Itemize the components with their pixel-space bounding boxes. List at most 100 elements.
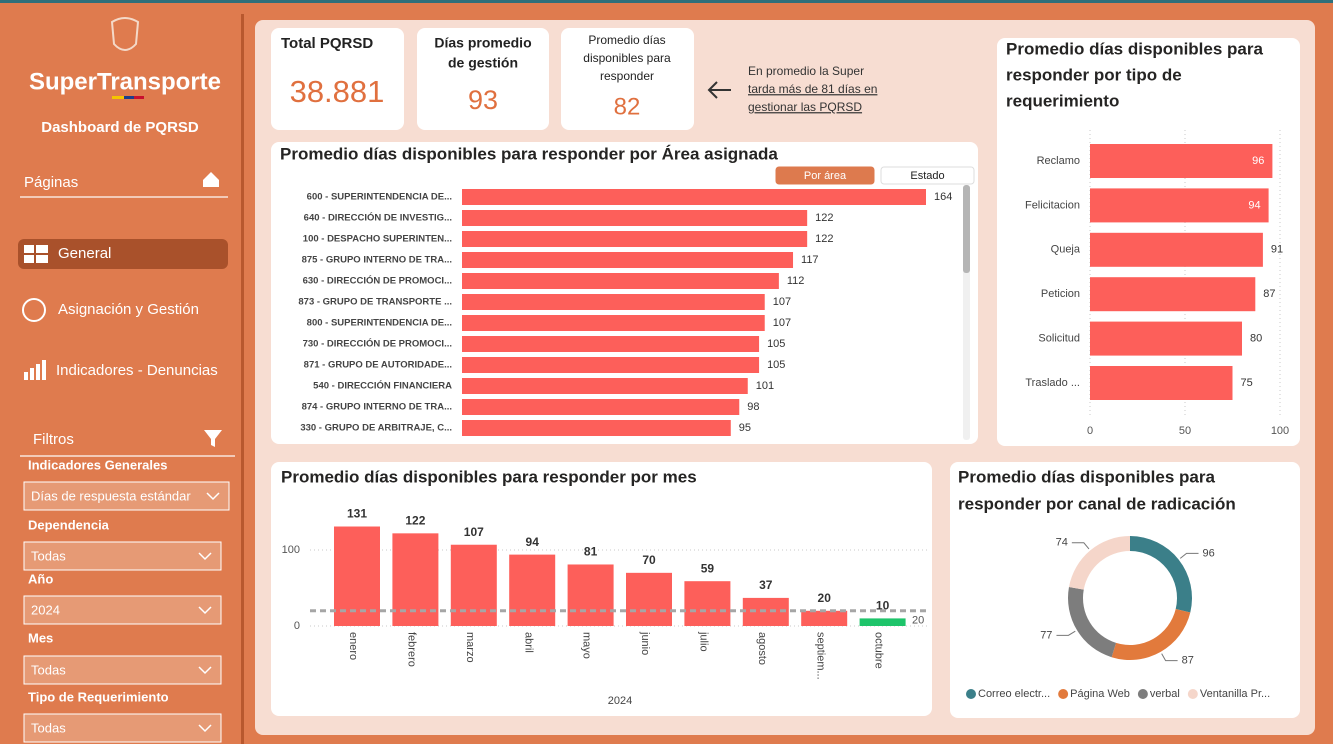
dropdown-value: Todas [31,720,66,735]
filter-label: Año [28,571,53,586]
note-link[interactable]: gestionar las PQRSD [748,100,862,114]
kpi-title: Días promedio [434,35,531,51]
value-label: 105 [767,359,785,371]
y-tick-label: 0 [294,620,300,632]
x-axis-label: 2024 [608,695,632,707]
top-border [0,0,1333,3]
value-label: 75 [1241,377,1253,389]
dropdown[interactable] [23,541,222,571]
x-tick-label: enero [347,632,359,660]
dropdown[interactable] [23,595,222,625]
kpi-card [271,28,404,130]
category-label: 600 - SUPERINTENDENCIA DE... [307,192,452,203]
legend-label: Página Web [1070,688,1130,700]
value-label: 122 [405,514,425,528]
dropdown[interactable] [23,713,222,743]
category-label: Solicitud [1038,333,1080,345]
scrollbar-thumb[interactable] [963,185,970,273]
kpi-card [561,28,694,130]
value-label: 96 [1203,547,1215,559]
bar [462,231,808,247]
category-label: 800 - SUPERINTENDENCIA DE... [307,318,452,329]
chart-title: Promedio días disponibles para [958,467,1215,486]
filter-label: Dependencia [28,517,110,532]
value-label: 81 [584,545,598,559]
bar [1090,232,1263,267]
bar [1090,321,1242,356]
x-tick-label: junio [639,631,651,655]
toggle[interactable] [880,166,975,185]
value-label: 107 [773,317,791,329]
toggle-label: Por área [804,170,847,182]
chart-title: responder por tipo de [1006,65,1182,84]
indicators-icon [24,360,46,380]
category-label: 871 - GRUPO DE AUTORIDADE... [304,360,452,371]
value-label: 112 [787,275,805,287]
kpi-title: de gestión [448,55,518,71]
leader-line [1161,653,1178,662]
x-tick-label: octubre [873,632,885,669]
dropdown-value: Todas [31,662,66,677]
legend-label: Ventanilla Pr... [1200,688,1270,700]
value-label: 87 [1182,654,1194,666]
value-label: 95 [739,422,751,434]
bar [462,189,926,205]
category-label: 875 - GRUPO INTERNO DE TRA... [302,255,452,266]
bar [859,618,906,626]
kpi-title: Total PQRSD [281,35,373,52]
bar [1090,144,1273,178]
leader-line [1056,630,1076,636]
x-tick-label: agosto [756,632,768,665]
value-label: 91 [1271,244,1283,256]
x-tick-label: 100 [1271,425,1289,437]
chart-title: Promedio días disponibles para responder… [280,144,778,163]
assign-icon [22,298,46,322]
chart-card [271,142,978,444]
value-label: 10 [876,599,890,613]
clear-filters-icon[interactable] [204,430,222,447]
divider [20,455,235,457]
home-icon[interactable] [203,172,219,187]
bar [1090,188,1269,223]
flag-stripe [112,96,124,99]
category-label: Queja [1051,244,1081,256]
value-label: 122 [815,212,833,224]
value-label: 117 [801,254,819,266]
bar [567,564,614,626]
category-label: Peticion [1041,288,1080,300]
arrow [707,81,731,99]
bar [462,378,748,394]
bar [462,294,765,310]
value-label: 107 [773,296,791,308]
slice [1130,536,1192,613]
general-icon [24,245,48,263]
slice [1068,536,1130,590]
leader-line [1071,542,1090,550]
bar [450,544,497,626]
legend-marker [1137,689,1148,699]
toggle[interactable] [775,166,875,185]
value-label: 87 [1263,288,1275,300]
value-label: 59 [701,561,715,575]
nav-selected[interactable] [18,239,228,269]
dropdown[interactable] [23,481,230,511]
legend-marker [966,689,976,699]
nav-item[interactable]: Indicadores - Denuncias [56,362,218,379]
nav-item[interactable]: Asignación y Gestión [58,301,199,318]
note-link[interactable]: tarda más de 81 días en [748,82,877,96]
dropdown-chevron [206,492,220,501]
category-label: 630 - DIRECCIÓN DE PROMOCI... [303,275,452,287]
kpi-value: 82 [614,93,641,120]
filter-label: Tipo de Requerimiento [28,689,169,704]
slice [1111,608,1191,660]
dropdown[interactable] [23,655,222,685]
bar [462,357,760,373]
value-label: 107 [464,525,484,539]
value-label: 80 [1250,333,1262,345]
value-label: 105 [767,338,785,350]
toggle-label: Estado [910,170,944,182]
nav-item[interactable]: General [58,245,111,262]
kpi-title: responder [600,69,654,83]
kpi-title: Promedio días [588,33,665,47]
